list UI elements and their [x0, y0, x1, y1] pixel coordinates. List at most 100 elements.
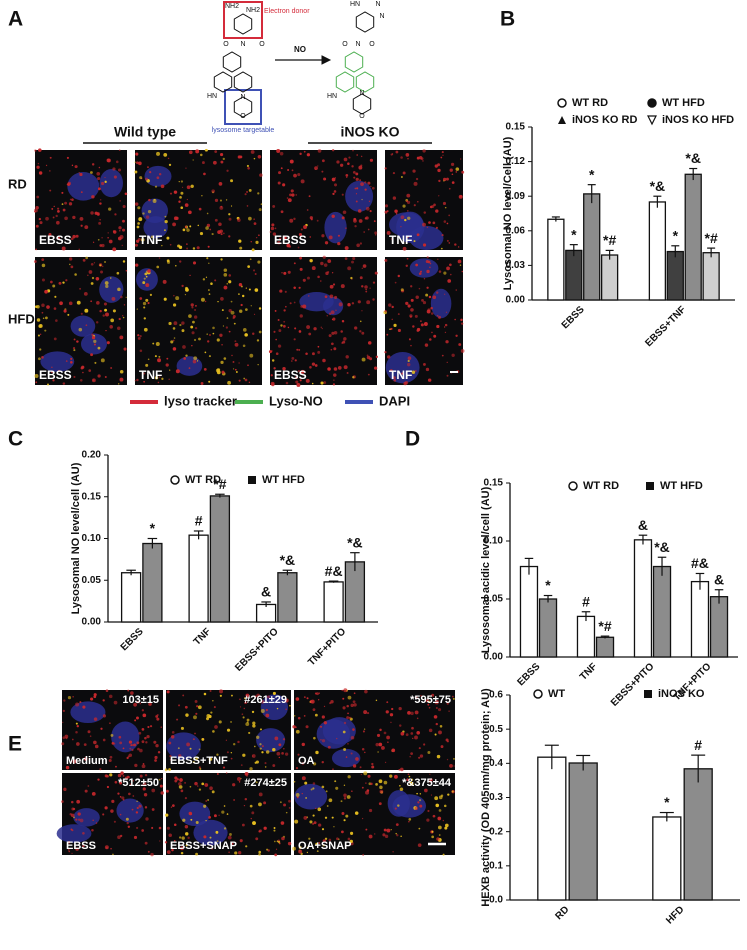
vesicle — [284, 698, 289, 703]
vesicle — [274, 736, 279, 741]
vesicle — [141, 709, 145, 712]
vesicle — [320, 381, 324, 385]
vesicle — [438, 730, 442, 735]
vesicle — [367, 373, 370, 376]
vesicle — [402, 171, 406, 175]
ring — [355, 11, 375, 33]
vesicle — [420, 157, 424, 161]
vesicle — [318, 842, 321, 844]
vesicle — [172, 347, 177, 351]
vesicle — [361, 331, 365, 335]
vesicle — [322, 255, 326, 259]
y-tick-label: 0.20 — [82, 450, 102, 461]
vesicle — [189, 747, 192, 750]
vesicle — [326, 805, 329, 807]
vesicle — [208, 355, 211, 358]
atom-label: N — [240, 41, 245, 48]
vesicle — [429, 266, 431, 269]
bar — [690, 580, 710, 658]
vesicle — [420, 320, 422, 323]
vesicle — [110, 733, 114, 737]
vesicle — [117, 835, 121, 840]
vesicle — [243, 707, 246, 710]
vesicle — [435, 209, 439, 213]
vesicle — [257, 260, 261, 264]
vesicle — [244, 771, 249, 776]
vesicle — [61, 800, 64, 803]
vesicle — [178, 180, 180, 183]
vesicle — [361, 817, 364, 820]
vesicle — [370, 782, 373, 786]
y-axis-label: HEXB activity (OD 405nm/mg protein; AU) — [480, 688, 492, 907]
vesicle — [122, 315, 124, 317]
vesicle — [67, 695, 72, 700]
vesicle — [412, 325, 415, 328]
vesicle — [41, 278, 45, 282]
vesicle — [102, 738, 106, 742]
vesicle — [378, 779, 383, 784]
vesicle — [63, 309, 67, 313]
vesicle — [343, 721, 347, 725]
vesicle — [226, 728, 231, 732]
vesicle — [313, 821, 317, 825]
vesicle — [101, 265, 104, 268]
y-tick-label: 0.03 — [506, 260, 526, 271]
vesicle — [441, 151, 444, 154]
vesicle — [155, 744, 159, 748]
vesicle — [446, 758, 449, 761]
vesicle — [252, 332, 255, 335]
vesicle — [303, 816, 308, 820]
vesicle — [379, 789, 384, 794]
vesicle — [206, 257, 209, 260]
vesicle — [397, 274, 401, 278]
vesicle — [263, 801, 267, 805]
vesicle — [273, 367, 276, 370]
vesicle — [400, 225, 402, 228]
vesicle — [158, 376, 161, 378]
vesicle — [251, 754, 256, 758]
vesicle — [394, 281, 397, 284]
vesicle — [351, 165, 354, 168]
vesicle — [221, 309, 224, 312]
vesicle — [304, 781, 308, 785]
vesicle — [54, 295, 57, 298]
vesicle — [361, 357, 366, 362]
vesicle — [442, 853, 445, 856]
vesicle — [361, 267, 364, 270]
vesicle — [410, 711, 414, 716]
vesicle — [113, 700, 118, 705]
image-label: TNF — [139, 368, 162, 382]
vesicle — [191, 306, 194, 309]
image-label: TNF — [139, 233, 162, 247]
vesicle — [374, 231, 378, 235]
vesicle — [228, 308, 232, 313]
vesicle — [135, 716, 139, 720]
vesicle — [461, 270, 464, 273]
vesicle — [127, 689, 130, 692]
vesicle — [45, 164, 48, 167]
vesicle — [301, 793, 303, 795]
vesicle — [118, 317, 121, 321]
vesicle — [323, 721, 328, 725]
vesicle — [84, 757, 88, 761]
vesicle — [139, 774, 143, 778]
vesicle — [210, 282, 213, 285]
vesicle — [391, 707, 394, 711]
vesicle — [444, 826, 448, 830]
vesicle — [195, 305, 197, 307]
vesicle — [301, 742, 305, 747]
vesicle — [287, 326, 290, 329]
vesicle — [255, 837, 259, 841]
atom-label: N — [375, 1, 380, 8]
vesicle — [355, 177, 359, 181]
vesicle — [376, 733, 381, 738]
vesicle — [431, 835, 435, 839]
vesicle — [91, 828, 94, 832]
image-value: #274±25 — [244, 777, 287, 789]
vesicle — [443, 804, 447, 808]
vesicle — [407, 216, 411, 220]
panel-letter: D — [405, 428, 420, 451]
vesicle — [423, 278, 426, 280]
vesicle — [37, 334, 40, 337]
vesicle — [195, 852, 199, 856]
